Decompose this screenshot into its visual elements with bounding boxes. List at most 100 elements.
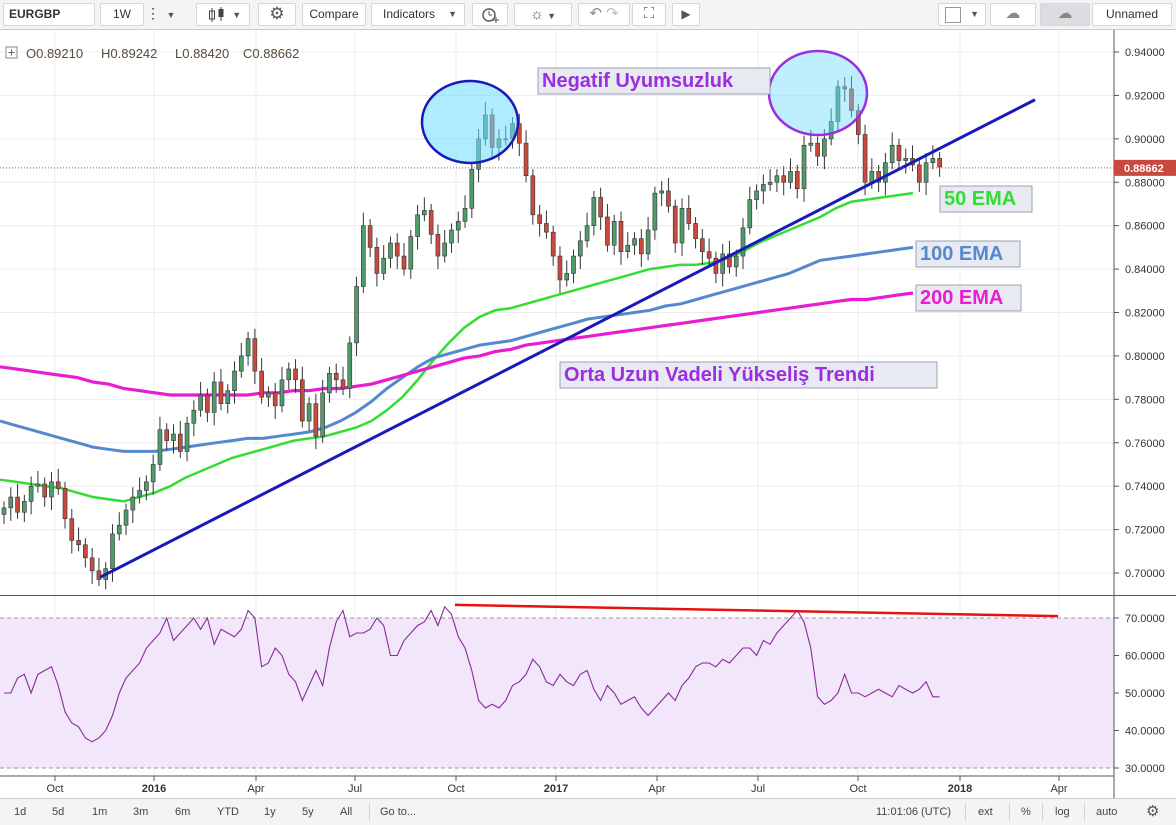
candle-body-up <box>49 481 54 498</box>
percent-button[interactable]: % <box>1021 806 1031 818</box>
highlight-circle-right <box>767 49 869 137</box>
candle-body-up <box>35 483 41 487</box>
candle <box>855 104 861 145</box>
candle-body-down <box>218 381 224 404</box>
candle-body-up <box>930 158 936 164</box>
redo-icon[interactable]: ↷ <box>606 5 619 22</box>
range-button-5d[interactable]: 5d <box>52 806 65 818</box>
candle-body-down <box>842 86 848 90</box>
candle <box>313 393 319 450</box>
alert-clock-icon[interactable] <box>472 3 508 26</box>
time-tick-label: 2016 <box>142 783 166 795</box>
candle-body-up <box>361 225 366 287</box>
candle-body-down <box>700 238 705 253</box>
range-button-3m[interactable]: 3m <box>133 806 149 818</box>
fullscreen-icon[interactable]: ⛶ <box>632 3 666 26</box>
candle-body-up <box>137 490 142 498</box>
layout-name-button[interactable]: Unnamed <box>1092 3 1172 26</box>
candle <box>137 477 142 504</box>
candle-body-up <box>801 145 807 190</box>
indicators-button[interactable]: Indicators ▼ <box>371 3 465 26</box>
candle <box>49 472 54 511</box>
legend-high: H0.89242 <box>101 46 157 61</box>
label-trend: Orta Uzun Vadeli Yükseliş Trendi <box>559 361 938 389</box>
candle <box>347 336 353 399</box>
candle-body-up <box>632 238 637 246</box>
candle-body-up <box>150 464 156 483</box>
price-tick-label: 0.84000 <box>1125 264 1165 276</box>
candle-body-up <box>577 240 583 257</box>
theme-button[interactable]: ☼ ▼ <box>514 3 572 26</box>
log-button[interactable]: log <box>1055 806 1070 818</box>
candle <box>679 198 685 257</box>
label-negatif-uyumsuzluk: Negatif Uyumsuzluk <box>537 67 771 95</box>
cloud-upload-icon[interactable]: ☁ <box>1040 3 1090 26</box>
chart-area[interactable]: 0.70000 0.72000 0.74000 0.76000 0.78000 0.800… <box>0 30 1176 798</box>
chart-type-button[interactable]: ▼ <box>196 3 250 26</box>
label-50-ema-text: 50 EMA <box>944 188 1016 210</box>
undo-icon[interactable]: ↶ <box>589 5 602 22</box>
candle-body-up <box>110 533 115 569</box>
range-button-5y[interactable]: 5y <box>302 806 314 818</box>
divider <box>965 803 966 821</box>
ext-button[interactable]: ext <box>978 806 993 818</box>
range-button-1m[interactable]: 1m <box>92 806 108 818</box>
label-50-ema: 50 EMA <box>939 185 1033 213</box>
candle <box>862 124 868 196</box>
gear-icon[interactable]: ⚙ <box>1146 803 1160 820</box>
candle <box>69 508 75 554</box>
range-button-all[interactable]: All <box>340 806 353 818</box>
candle <box>401 243 407 276</box>
candle-body-up <box>455 221 461 231</box>
ema-100-line <box>0 245 914 453</box>
candle <box>666 177 671 213</box>
candle-body-down <box>55 481 61 489</box>
compare-button[interactable]: Compare <box>302 3 366 26</box>
candle-body-up <box>408 236 414 270</box>
candle-body-up <box>442 242 448 257</box>
candle-body-down <box>686 208 692 224</box>
range-button-1y[interactable]: 1y <box>264 806 276 818</box>
divergence-line <box>454 603 1059 618</box>
range-button-6m[interactable]: 6m <box>175 806 191 818</box>
symbol-search[interactable]: EURGBP <box>3 3 95 26</box>
candle <box>89 548 95 584</box>
range-button-1d[interactable]: 1d <box>14 806 27 818</box>
candle <box>205 388 210 423</box>
candle-body-up <box>611 221 617 246</box>
candle-body-up <box>740 227 746 257</box>
label-200-ema: 200 EMA <box>915 284 1022 312</box>
candle-body-up <box>347 342 353 389</box>
candle-body-down <box>96 570 102 580</box>
range-button-ytd[interactable]: YTD <box>217 806 239 818</box>
candle <box>320 379 325 443</box>
candle-body-up <box>449 229 454 244</box>
auto-button[interactable]: auto <box>1096 806 1118 818</box>
candle-body-down <box>367 225 373 248</box>
candle <box>794 164 800 199</box>
candle <box>35 470 41 493</box>
interval-selector[interactable]: 1W <box>100 3 144 26</box>
candle <box>652 186 658 240</box>
candle-body-down <box>693 223 698 239</box>
clock-time: 11:01:06 (UTC) <box>876 806 951 818</box>
square-icon <box>945 6 961 23</box>
candle-body-up <box>225 390 231 404</box>
more-vertical-icon[interactable]: ⋮ <box>146 5 160 21</box>
candle-body-up <box>320 392 325 437</box>
candle <box>62 481 68 529</box>
candle-body-up <box>788 171 793 183</box>
color-picker-button[interactable]: ▼ <box>938 3 986 26</box>
cloud-download-icon[interactable]: ☁ <box>990 3 1036 26</box>
chevron-down-icon[interactable]: ▼ <box>166 10 176 20</box>
candle <box>293 359 298 393</box>
bottom-toolbar: 1d 5d 1m 3m 6m YTD 1y 5y All Go to... 11:01:06 (… <box>0 798 1176 825</box>
candle <box>781 165 787 196</box>
candle-body-up <box>157 429 163 465</box>
candle <box>733 249 739 277</box>
play-icon[interactable]: ▶ <box>672 3 700 26</box>
candle-body-up <box>733 255 739 268</box>
goto-button[interactable]: Go to... <box>380 806 417 818</box>
candle <box>252 328 258 385</box>
gear-icon[interactable]: ⚙ <box>258 3 296 26</box>
